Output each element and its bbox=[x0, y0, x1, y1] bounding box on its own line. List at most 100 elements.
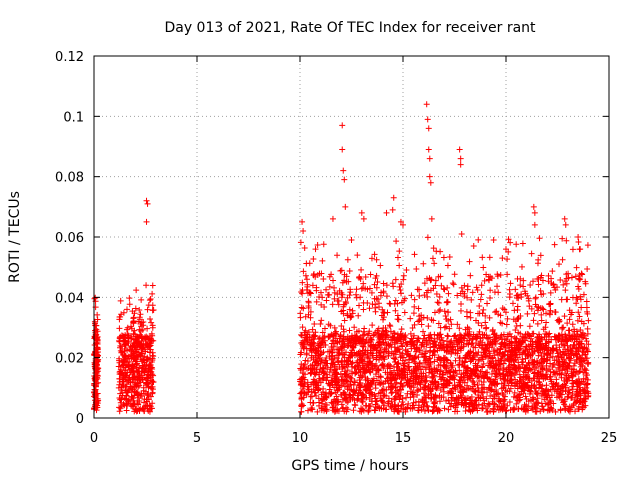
data-point bbox=[503, 336, 510, 343]
data-point bbox=[147, 315, 154, 322]
data-point bbox=[520, 277, 527, 284]
data-point bbox=[377, 352, 384, 359]
data-point bbox=[485, 362, 492, 369]
data-point bbox=[359, 391, 366, 398]
data-point bbox=[558, 331, 565, 338]
data-point bbox=[512, 286, 519, 293]
data-point bbox=[437, 361, 444, 368]
data-point bbox=[460, 370, 467, 377]
data-point bbox=[333, 393, 340, 400]
data-point bbox=[323, 286, 330, 293]
data-point bbox=[543, 382, 550, 389]
data-point bbox=[473, 284, 480, 291]
data-point bbox=[524, 348, 531, 355]
data-point bbox=[422, 364, 429, 371]
data-point bbox=[538, 373, 545, 380]
data-point bbox=[479, 310, 486, 317]
data-point bbox=[569, 335, 576, 342]
data-point bbox=[556, 370, 563, 377]
data-point bbox=[507, 239, 514, 246]
data-point bbox=[297, 378, 304, 385]
data-point bbox=[582, 278, 589, 285]
data-point bbox=[577, 276, 584, 283]
data-point bbox=[521, 386, 528, 393]
data-point bbox=[583, 381, 590, 388]
data-point bbox=[392, 297, 399, 304]
data-point bbox=[400, 406, 407, 413]
data-point bbox=[304, 407, 311, 414]
data-point bbox=[356, 376, 363, 383]
data-point bbox=[311, 321, 318, 328]
data-point bbox=[522, 355, 529, 362]
data-point bbox=[538, 317, 545, 324]
data-point bbox=[419, 350, 426, 357]
data-point bbox=[443, 299, 450, 306]
data-point bbox=[504, 388, 511, 395]
data-point bbox=[412, 380, 419, 387]
data-point bbox=[363, 402, 370, 409]
data-point bbox=[583, 370, 590, 377]
data-point bbox=[297, 351, 304, 358]
data-point bbox=[116, 404, 123, 411]
data-point bbox=[299, 343, 306, 350]
data-point bbox=[367, 369, 374, 376]
data-point bbox=[506, 369, 513, 376]
data-point bbox=[511, 362, 518, 369]
data-point bbox=[562, 221, 569, 228]
data-point bbox=[505, 236, 512, 243]
data-point bbox=[504, 315, 511, 322]
data-point bbox=[349, 343, 356, 350]
data-point bbox=[495, 311, 502, 318]
data-point bbox=[327, 391, 334, 398]
data-point bbox=[145, 367, 152, 374]
data-point bbox=[542, 391, 549, 398]
data-point bbox=[518, 341, 525, 348]
data-point bbox=[495, 289, 502, 296]
data-point bbox=[340, 326, 347, 333]
x-tick-label: 25 bbox=[601, 431, 618, 446]
data-point bbox=[307, 342, 314, 349]
data-point bbox=[420, 328, 427, 335]
data-point bbox=[128, 393, 135, 400]
data-point bbox=[137, 352, 144, 359]
data-point bbox=[360, 280, 367, 287]
data-point bbox=[529, 366, 536, 373]
data-point bbox=[339, 351, 346, 358]
data-point bbox=[393, 379, 400, 386]
data-point bbox=[314, 241, 321, 248]
data-point bbox=[394, 407, 401, 414]
data-point bbox=[403, 379, 410, 386]
y-tick-label: 0.08 bbox=[55, 171, 84, 186]
data-point bbox=[425, 146, 432, 153]
data-point bbox=[537, 305, 544, 312]
data-point bbox=[569, 321, 576, 328]
data-point bbox=[147, 296, 154, 303]
data-point bbox=[464, 331, 471, 338]
data-point bbox=[566, 327, 573, 334]
data-point bbox=[136, 372, 143, 379]
data-point bbox=[361, 358, 368, 365]
data-point bbox=[491, 406, 498, 413]
data-point bbox=[372, 401, 379, 408]
data-point bbox=[580, 320, 587, 327]
data-point bbox=[413, 348, 420, 355]
data-point bbox=[537, 252, 544, 259]
data-point bbox=[353, 335, 360, 342]
data-point bbox=[513, 367, 520, 374]
data-point bbox=[133, 339, 140, 346]
data-point bbox=[585, 390, 592, 397]
data-point bbox=[308, 345, 315, 352]
data-point bbox=[123, 340, 130, 347]
data-point bbox=[310, 270, 317, 277]
data-point bbox=[116, 394, 123, 401]
data-point bbox=[485, 273, 492, 280]
data-point bbox=[364, 382, 371, 389]
data-point bbox=[583, 298, 590, 305]
data-point bbox=[325, 390, 332, 397]
data-point bbox=[390, 330, 397, 337]
data-point bbox=[549, 353, 556, 360]
data-point bbox=[328, 271, 335, 278]
data-point bbox=[411, 332, 418, 339]
data-point bbox=[299, 324, 306, 331]
data-point bbox=[406, 383, 413, 390]
